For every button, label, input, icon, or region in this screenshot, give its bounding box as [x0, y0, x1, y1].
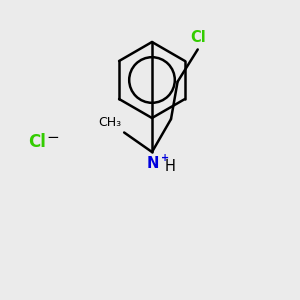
Text: Cl: Cl: [28, 133, 46, 151]
Text: N: N: [147, 156, 159, 171]
Text: Cl: Cl: [190, 30, 206, 45]
Text: CH₃: CH₃: [98, 116, 121, 130]
Text: −: −: [46, 130, 59, 146]
Text: H: H: [165, 159, 176, 174]
Text: +: +: [161, 153, 169, 163]
